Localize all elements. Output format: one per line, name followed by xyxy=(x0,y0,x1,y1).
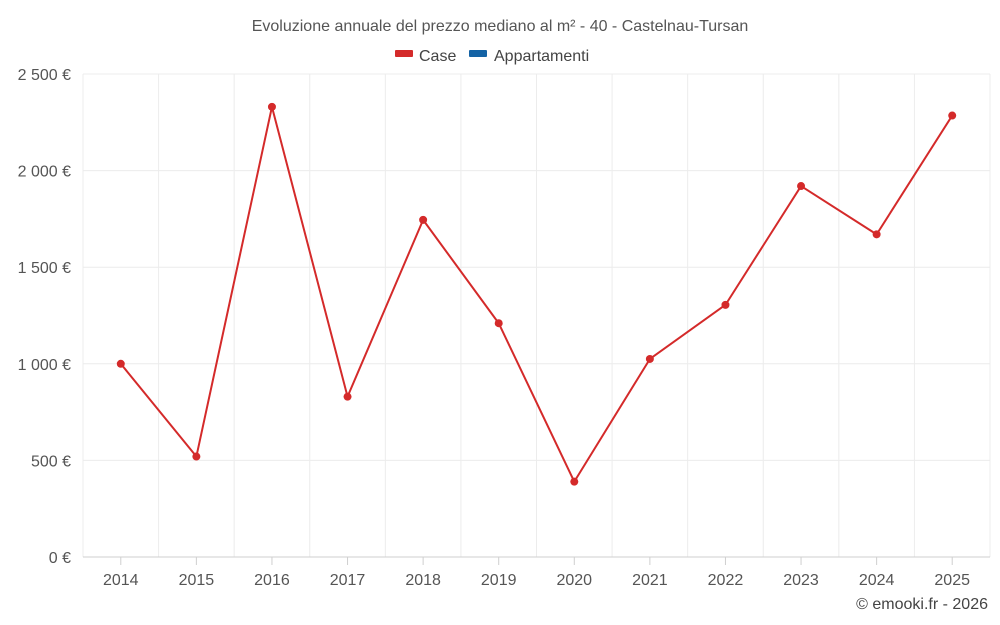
legend-swatch-case xyxy=(395,50,413,57)
data-point-case-2021[interactable] xyxy=(645,354,654,363)
x-tick-label: 2015 xyxy=(179,572,215,589)
data-point-case-2014[interactable] xyxy=(116,359,125,368)
data-point-case-2020[interactable] xyxy=(570,477,579,486)
y-tick-label: 2 500 € xyxy=(18,67,71,84)
y-axis: 0 € 500 € 1 000 € 1 500 € 2 000 € 2 500 € xyxy=(18,67,71,567)
y-tick-label: 0 € xyxy=(49,550,71,567)
x-axis: 2014 2015 2016 2017 2018 2019 2020 2021 2022 2023… xyxy=(103,557,970,589)
series-case xyxy=(116,102,957,486)
legend-label-case: Case xyxy=(419,48,456,65)
credit: © emooki.fr - 2026 xyxy=(856,596,988,613)
y-tick-label: 500 € xyxy=(31,453,71,470)
legend-label-appartamenti: Appartamenti xyxy=(494,48,589,65)
x-tick-label: 2023 xyxy=(783,572,819,589)
legend-item-case[interactable]: Case xyxy=(395,48,456,65)
grid xyxy=(82,73,991,558)
x-tick-label: 2014 xyxy=(103,572,139,589)
legend: Case Appartamenti xyxy=(395,48,589,65)
data-point-case-2016[interactable] xyxy=(267,102,276,111)
data-point-case-2017[interactable] xyxy=(343,392,352,401)
x-tick-label: 2021 xyxy=(632,572,668,589)
x-tick-label: 2024 xyxy=(859,572,895,589)
chart-title: Evoluzione annuale del prezzo mediano al… xyxy=(252,18,749,35)
y-tick-label: 2 000 € xyxy=(18,164,71,181)
x-tick-label: 2018 xyxy=(405,572,441,589)
legend-swatch-appartamenti xyxy=(469,50,487,57)
data-point-case-2022[interactable] xyxy=(721,300,730,309)
y-tick-label: 1 500 € xyxy=(18,260,71,277)
data-point-case-2023[interactable] xyxy=(797,182,806,191)
data-point-case-2025[interactable] xyxy=(948,111,957,120)
x-tick-label: 2022 xyxy=(708,572,744,589)
x-tick-label: 2016 xyxy=(254,572,290,589)
data-point-case-2015[interactable] xyxy=(192,452,201,461)
series-line-case xyxy=(120,105,954,483)
x-tick-label: 2017 xyxy=(330,572,366,589)
legend-item-appartamenti[interactable]: Appartamenti xyxy=(469,48,589,65)
x-tick-label: 2020 xyxy=(556,572,592,589)
data-point-case-2019[interactable] xyxy=(494,319,503,328)
x-tick-label: 2025 xyxy=(934,572,970,589)
data-point-case-2018[interactable] xyxy=(419,215,428,224)
y-tick-label: 1 000 € xyxy=(18,357,71,374)
x-tick-label: 2019 xyxy=(481,572,517,589)
data-point-case-2024[interactable] xyxy=(872,230,881,239)
